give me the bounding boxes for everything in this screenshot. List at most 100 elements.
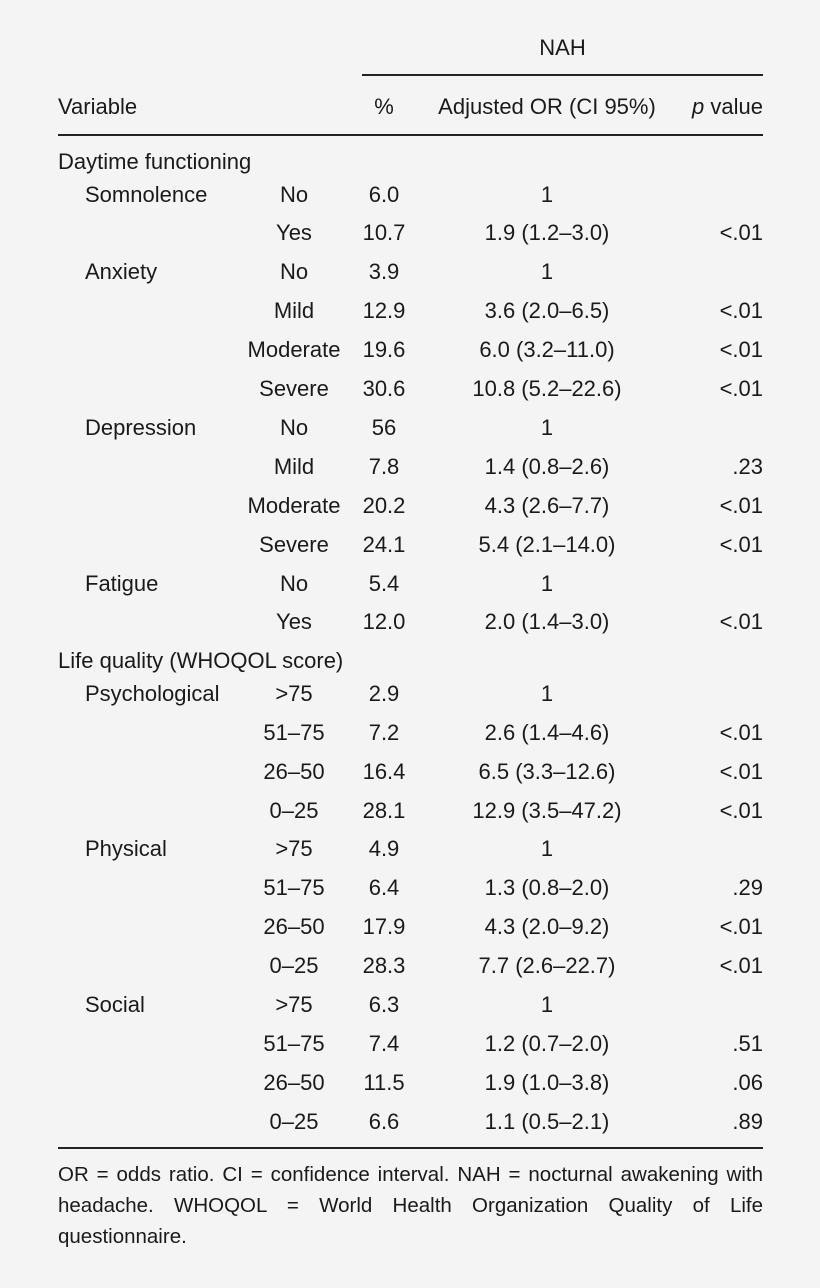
table-row: 26–50 16.4 6.5 (3.3–12.6) <.01 xyxy=(0,753,820,792)
adjusted-or-cell: 5.4 (2.1–14.0) xyxy=(478,531,616,557)
variable-name: Physical xyxy=(85,836,167,862)
table-row: Moderate 20.2 4.3 (2.6–7.7) <.01 xyxy=(0,487,820,526)
level-cell: No xyxy=(279,181,309,207)
variable-name: Social xyxy=(85,992,145,1017)
adjusted-or-cell: 1 xyxy=(540,414,554,440)
percent-cell: 7.8 xyxy=(368,453,400,479)
level-cell: 26–50 xyxy=(263,758,325,784)
table-row: 51–75 7.4 1.2 (0.7–2.0) .51 xyxy=(0,1025,820,1064)
table-row: 51–75 7.2 2.6 (1.4–4.6) <.01 xyxy=(0,714,820,753)
table-row: Anxiety No 3.9 1 xyxy=(0,253,820,292)
level-cell: 51–75 xyxy=(263,875,325,901)
adjusted-or-cell: 10.8 (5.2–22.6) xyxy=(472,376,622,401)
table-row: 26–50 11.5 1.9 (1.0–3.8) .06 xyxy=(0,1064,820,1103)
level-cell: Yes xyxy=(276,220,312,246)
p-value-cell: <.01 xyxy=(719,797,763,823)
adjusted-or-cell: 3.6 (2.0–6.5) xyxy=(484,298,610,324)
section-heading-row: Life quality (WHOQOL score) xyxy=(0,645,820,678)
adjusted-or-cell: 4.3 (2.0–9.2) xyxy=(484,914,610,940)
adjusted-or-cell: 2.6 (1.4–4.6) xyxy=(484,719,610,745)
level-cell: Moderate xyxy=(247,337,341,363)
variable-name: Somnolence xyxy=(85,181,208,207)
level-cell: >75 xyxy=(275,836,313,862)
percent-cell: 7.4 xyxy=(368,1030,400,1056)
adjusted-or-cell: 7.7 (2.6–22.7) xyxy=(478,953,616,979)
adjusted-or-cell: 6.5 (3.3–12.6) xyxy=(478,758,616,784)
percent-cell: 10.7 xyxy=(362,220,406,246)
table-row: Fatigue No 5.4 1 xyxy=(0,565,820,604)
header-p-italic: p xyxy=(692,94,705,119)
level-cell: Mild xyxy=(273,298,315,324)
percent-cell: 28.1 xyxy=(362,797,406,823)
level-cell: No xyxy=(279,259,309,285)
p-value-cell: .89 xyxy=(732,1108,763,1134)
p-value-cell: <.01 xyxy=(719,914,763,940)
table-row: 0–25 6.6 1.1 (0.5–2.1) .89 xyxy=(0,1103,820,1142)
table-footnote: OR = odds ratio. CI = confidence interva… xyxy=(58,1163,763,1248)
level-cell: >75 xyxy=(275,680,313,706)
percent-cell: 7.2 xyxy=(368,719,400,745)
percent-cell: 20.2 xyxy=(362,492,406,518)
percent-cell: 6.0 xyxy=(368,181,400,207)
header-p-value: p value xyxy=(672,91,763,123)
level-cell: Mild xyxy=(273,453,315,479)
table-row: Moderate 19.6 6.0 (3.2–11.0) <.01 xyxy=(0,331,820,370)
table-row: 51–75 6.4 1.3 (0.8–2.0) .29 xyxy=(0,869,820,908)
level-cell: 26–50 xyxy=(263,1069,325,1095)
p-value-cell: .06 xyxy=(732,1069,763,1095)
level-cell: 51–75 xyxy=(263,719,325,745)
header-variable: Variable xyxy=(58,94,138,119)
percent-cell: 4.9 xyxy=(368,836,400,862)
adjusted-or-cell: 1 xyxy=(540,259,554,285)
adjusted-or-cell: 12.9 (3.5–47.2) xyxy=(472,797,622,823)
percent-cell: 16.4 xyxy=(362,758,406,784)
table-bottom-rule xyxy=(58,1147,763,1149)
header-bottom-rule xyxy=(58,134,763,136)
table-row: 0–25 28.1 12.9 (3.5–47.2) <.01 xyxy=(0,792,820,831)
percent-cell: 12.0 xyxy=(362,609,406,635)
percent-cell: 24.1 xyxy=(362,531,406,557)
adjusted-or-cell: 1 xyxy=(540,836,554,862)
adjusted-or-cell: 1 xyxy=(540,181,554,207)
adjusted-or-cell: 1 xyxy=(540,992,554,1017)
p-value-cell: <.01 xyxy=(719,376,763,401)
adjusted-or-cell: 1.9 (1.0–3.8) xyxy=(484,1069,610,1095)
adjusted-or-cell: 1.9 (1.2–3.0) xyxy=(484,220,610,246)
nah-group-header: NAH xyxy=(539,35,586,60)
p-value-cell: <.01 xyxy=(719,531,763,557)
percent-cell: 6.3 xyxy=(368,992,400,1017)
percent-cell: 19.6 xyxy=(362,337,406,363)
percent-cell: 56 xyxy=(371,414,397,440)
adjusted-or-cell: 1 xyxy=(540,570,554,596)
level-cell: No xyxy=(279,414,309,440)
percent-cell: 6.6 xyxy=(368,1108,400,1134)
p-value-cell: <.01 xyxy=(719,220,763,246)
adjusted-or-cell: 1.3 (0.8–2.0) xyxy=(484,875,610,901)
table-row: Mild 7.8 1.4 (0.8–2.6) .23 xyxy=(0,448,820,487)
level-cell: No xyxy=(279,570,309,596)
p-value-cell: <.01 xyxy=(719,609,763,635)
adjusted-or-cell: 1 xyxy=(540,680,554,706)
header-adjusted-or: Adjusted OR (CI 95%) xyxy=(438,94,656,119)
p-value-cell: <.01 xyxy=(719,337,763,363)
p-value-cell: <.01 xyxy=(719,758,763,784)
variable-name: Depression xyxy=(85,414,197,440)
table-row: Severe 30.6 10.8 (5.2–22.6) <.01 xyxy=(0,370,820,409)
p-value-cell: <.01 xyxy=(719,719,763,745)
adjusted-or-cell: 1.4 (0.8–2.6) xyxy=(484,453,610,479)
table-row: Depression No 56 1 xyxy=(0,409,820,448)
table-row: 26–50 17.9 4.3 (2.0–9.2) <.01 xyxy=(0,908,820,947)
level-cell: Severe xyxy=(259,376,329,401)
percent-cell: 17.9 xyxy=(362,914,406,940)
level-cell: 0–25 xyxy=(269,953,319,979)
percent-cell: 6.4 xyxy=(368,875,400,901)
level-cell: 0–25 xyxy=(269,1108,319,1134)
level-cell: 0–25 xyxy=(269,797,319,823)
p-value-cell: .23 xyxy=(732,453,763,479)
level-cell: >75 xyxy=(275,992,313,1017)
percent-cell: 11.5 xyxy=(363,1069,405,1095)
table-row: 0–25 28.3 7.7 (2.6–22.7) <.01 xyxy=(0,947,820,986)
percent-cell: 5.4 xyxy=(368,570,400,596)
header-percent: % xyxy=(374,94,394,119)
p-value-cell: <.01 xyxy=(719,953,763,979)
